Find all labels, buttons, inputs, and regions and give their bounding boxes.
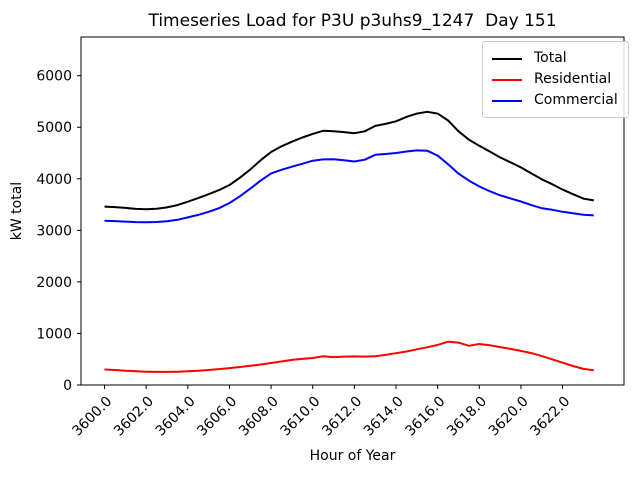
y-tick-label: 0 [63,378,72,394]
legend-item-commercial: Commercial [492,90,618,111]
y-tick-label: 5000 [36,120,72,136]
x-tick-label: 3610.0 [278,394,324,440]
plot-border [80,36,625,386]
legend-label-residential: Residential [534,71,612,87]
x-tick-label: 3614.0 [361,394,407,440]
y-tick-label: 4000 [36,172,72,188]
x-axis-label: Hour of Year [309,448,396,464]
x-tick-label: 3606.0 [194,394,240,440]
legend-line-sample-total [492,57,522,60]
y-tick-label: 3000 [36,223,72,239]
legend-label-commercial: Commercial [534,92,618,108]
x-tick-label: 3602.0 [111,394,157,440]
series-line-total [104,110,594,211]
series-line-commercial [104,149,594,224]
x-tick-label: 3622.0 [527,394,573,440]
legend-label-total: Total [534,50,567,66]
y-tick-label: 2000 [36,275,72,291]
x-tick-label: 3620.0 [486,394,532,440]
series-line-residential [104,340,594,373]
legend-line-sample-commercial [492,99,522,102]
chart-title: Timeseries Load for P3U p3uhs9_1247 Day … [148,11,557,31]
x-tick-label: 3604.0 [153,394,199,440]
legend: Total Residential Commercial [482,41,629,118]
legend-item-total: Total [492,48,618,69]
x-tick-label: 3616.0 [403,394,449,440]
x-tick-label: 3600.0 [69,394,115,440]
legend-item-residential: Residential [492,69,618,90]
y-tick-label: 1000 [36,326,72,342]
y-tick-label: 6000 [36,69,72,85]
legend-line-sample-residential [492,78,522,81]
x-tick-label: 3618.0 [444,394,490,440]
y-axis-label: kW total [9,181,25,241]
x-tick-label: 3612.0 [319,394,365,440]
x-tick-label: 3608.0 [236,394,282,440]
